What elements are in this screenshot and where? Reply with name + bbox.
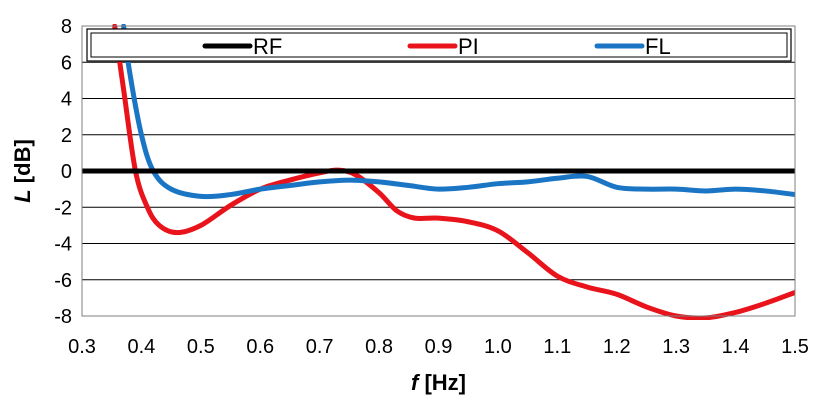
- legend-items: RF PI FL: [202, 34, 671, 59]
- x-tick-label: 0.8: [365, 336, 393, 358]
- y-axis-title: L [dB]: [10, 139, 35, 203]
- legend: RF PI FL: [86, 28, 792, 62]
- x-tick-label: 1.0: [484, 336, 512, 358]
- x-tick-label: 0.4: [128, 336, 156, 358]
- y-tick-label: 4: [61, 89, 72, 111]
- y-tick-label: -2: [54, 197, 72, 219]
- x-axis-unit: [Hz]: [418, 370, 466, 395]
- x-tick-label: 1.2: [603, 336, 631, 358]
- x-axis-title: f [Hz]: [411, 370, 466, 395]
- y-axis-variable: L: [10, 189, 35, 202]
- legend-box-inner: [90, 32, 788, 58]
- y-tick-label: 2: [61, 125, 72, 147]
- y-tick-labels: 8 6 4 2 0 -2 -4 -6 -8: [54, 16, 72, 328]
- y-tick-label: 8: [61, 16, 72, 38]
- y-tick-label: 0: [61, 161, 72, 183]
- legend-label-fl: FL: [645, 34, 671, 59]
- x-tick-label: 1.3: [662, 336, 690, 358]
- x-tick-label: 0.9: [425, 336, 453, 358]
- series-line-pi: [112, 24, 795, 320]
- x-tick-label: 1.4: [722, 336, 750, 358]
- series-line-fl: [121, 24, 795, 200]
- x-axis-variable: f: [411, 370, 421, 395]
- x-tick-label: 0.3: [68, 336, 96, 358]
- series-layer: [82, 24, 795, 320]
- y-tick-label: -6: [54, 270, 72, 292]
- x-tick-labels: 0.3 0.4 0.5 0.6 0.7 0.8 0.9 1.0 1.1 1.2 1.3 1.4 1.5: [68, 336, 809, 358]
- x-tick-label: 1.5: [781, 336, 809, 358]
- y-tick-label: -8: [54, 306, 72, 328]
- y-tick-label: -4: [54, 234, 72, 256]
- x-tick-label: 0.5: [187, 336, 215, 358]
- x-tick-label: 0.7: [306, 336, 334, 358]
- x-tick-label: 0.6: [246, 336, 274, 358]
- legend-label-rf: RF: [253, 34, 282, 59]
- y-axis-unit: [dB]: [10, 139, 35, 189]
- plot-frame: [81, 25, 796, 317]
- x-tick-label: 1.1: [543, 336, 571, 358]
- y-tick-label: 6: [61, 52, 72, 74]
- legend-label-pi: PI: [458, 34, 479, 59]
